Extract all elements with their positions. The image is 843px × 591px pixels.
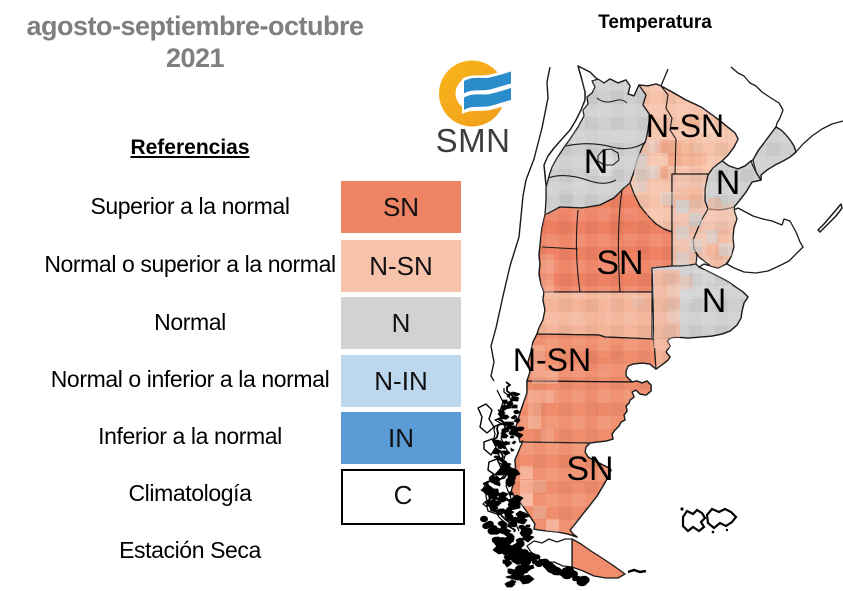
svg-text:N: N <box>716 164 741 202</box>
svg-text:N: N <box>702 282 727 320</box>
svg-text:N-SN: N-SN <box>513 342 591 378</box>
svg-text:N-SN: N-SN <box>646 108 724 144</box>
svg-text:SMN: SMN <box>436 122 511 159</box>
svg-text:SN: SN <box>596 244 643 282</box>
svg-text:SN: SN <box>566 450 613 488</box>
svg-text:N: N <box>584 143 609 181</box>
